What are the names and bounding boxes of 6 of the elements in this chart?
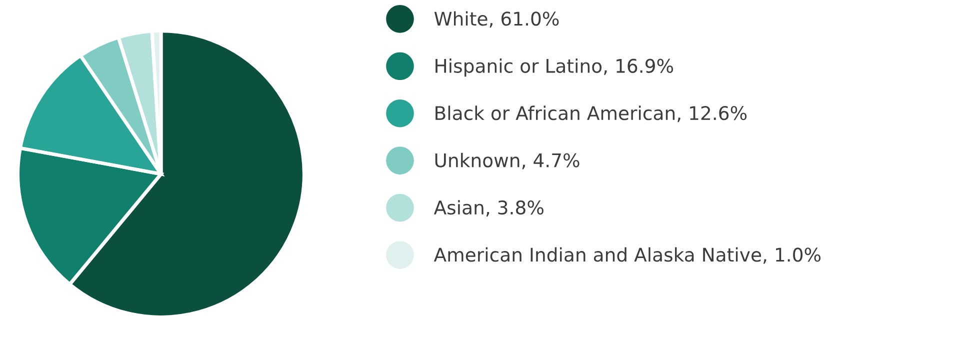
legend-label: Asian, 3.8% xyxy=(434,200,544,217)
legend-label: Hispanic or Latino, 16.9% xyxy=(436,58,674,77)
legend-label: White, 61.0% xyxy=(434,11,559,28)
legend-label: American Indian and Alaska Native, 1.0% xyxy=(434,247,821,264)
legend-label: Black or African American, 12.6% xyxy=(436,106,747,122)
legend-label: Unknown, 4.7% xyxy=(435,152,580,170)
